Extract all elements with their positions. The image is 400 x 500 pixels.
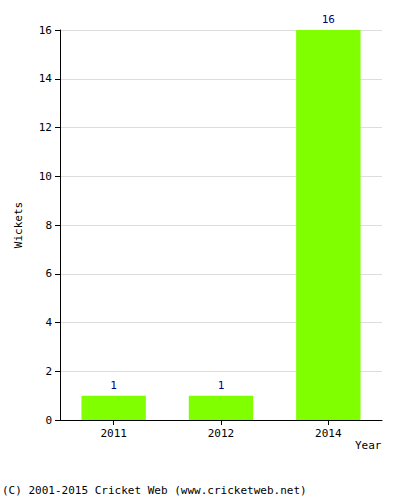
svg-text:8: 8 <box>45 219 52 232</box>
svg-text:1: 1 <box>218 379 225 392</box>
svg-text:16: 16 <box>322 13 335 26</box>
svg-text:6: 6 <box>45 267 52 280</box>
svg-text:14: 14 <box>39 72 53 85</box>
svg-text:Wickets: Wickets <box>12 202 25 248</box>
svg-text:2011: 2011 <box>100 427 127 440</box>
svg-text:Year: Year <box>355 439 382 452</box>
svg-text:12: 12 <box>39 121 52 134</box>
svg-text:4: 4 <box>45 316 52 329</box>
svg-text:(C) 2001-2015 Cricket Web (www: (C) 2001-2015 Cricket Web (www.cricketwe… <box>2 484 307 497</box>
svg-text:10: 10 <box>39 170 52 183</box>
svg-text:2: 2 <box>45 365 52 378</box>
svg-text:1: 1 <box>110 379 117 392</box>
svg-text:2012: 2012 <box>208 427 235 440</box>
svg-text:0: 0 <box>45 414 52 427</box>
svg-text:2014: 2014 <box>315 427 342 440</box>
svg-text:16: 16 <box>39 24 52 37</box>
